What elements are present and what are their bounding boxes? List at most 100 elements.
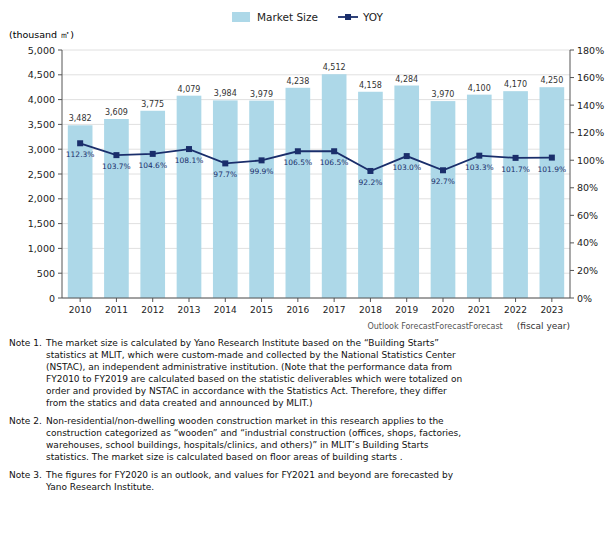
marker [186, 146, 192, 152]
x-tick-label: 2014 [214, 305, 237, 315]
x-tick [80, 298, 81, 302]
bar [249, 101, 274, 298]
x-tick [406, 298, 407, 302]
data-labels: 3,4823,6093,7754,0793,9843,9794,2384,512… [66, 63, 566, 187]
y2-tick [570, 270, 574, 271]
line-label: 104.6% [138, 161, 167, 170]
bar [503, 91, 528, 298]
grid-line [62, 174, 570, 175]
note-text: Non-residential/non-dwelling wooden cons… [46, 416, 461, 462]
y2-tick [570, 298, 574, 299]
marker [113, 152, 119, 158]
note-label: Note 2. [9, 416, 42, 426]
y-tick [58, 124, 62, 125]
grid [62, 50, 570, 298]
y2-tick-label: 100% [577, 155, 604, 166]
y-tick [58, 248, 62, 249]
x-tick [334, 298, 335, 302]
y-tick-label: 2,500 [28, 169, 55, 180]
y-tick [58, 174, 62, 175]
y-tick-label: 4,000 [28, 94, 55, 105]
bar [322, 74, 347, 298]
y2-tick-label: 20% [577, 265, 598, 276]
line-label: 112.3% [66, 150, 95, 159]
line-label: 101.7% [501, 165, 530, 174]
grid-line [62, 124, 570, 125]
x-tick-label: 2012 [141, 305, 164, 315]
y2-tick [570, 215, 574, 216]
grid-line [62, 99, 570, 100]
note-line: statistics at MLIT, which were custom-ma… [46, 350, 456, 360]
background [0, 0, 615, 547]
bar [540, 87, 565, 298]
marker [513, 155, 519, 161]
note-line: (NSTAC), an independent administrative i… [46, 362, 452, 372]
grid-line [62, 248, 570, 249]
marker [440, 167, 446, 173]
legend-item: YOY [338, 11, 384, 23]
bar-label: 4,238 [286, 77, 309, 86]
note-line: FY2010 to FY2019 are calculated based on… [46, 374, 462, 384]
y2-tick-label: 80% [577, 182, 598, 193]
y2-tick [570, 132, 574, 133]
grid-line [62, 223, 570, 224]
x-tick [116, 298, 117, 302]
line-label: 97.7% [213, 170, 237, 179]
x-tick [297, 298, 298, 302]
marker [222, 160, 228, 166]
x-tick [261, 298, 262, 302]
grid-line [62, 298, 570, 299]
bar [104, 119, 129, 298]
bar-label: 4,250 [540, 76, 563, 85]
y2-tick-label: 0% [577, 293, 592, 304]
y-tick [58, 298, 62, 299]
x-tick-label: 2016 [286, 305, 309, 315]
x-tick [370, 298, 371, 302]
marker [476, 153, 482, 159]
marker [259, 157, 265, 163]
bar-label: 4,079 [178, 85, 201, 94]
marker [295, 148, 301, 154]
line-label: 108.1% [175, 156, 204, 165]
notes: Note 1.The market size is calculated by … [9, 338, 462, 492]
x-tick-label: 2011 [105, 305, 128, 315]
bar-label: 3,482 [69, 114, 92, 123]
annotation: Outlook ForecastForecastForecast [367, 322, 502, 331]
bar-label: 3,979 [250, 90, 273, 99]
grid-line [62, 50, 570, 51]
bar [467, 95, 492, 298]
line-label: 103.7% [102, 162, 131, 171]
x-tick-label: 2013 [178, 305, 201, 315]
x-tick-label: 2018 [359, 305, 382, 315]
grid-line [62, 198, 570, 199]
y2-axis-line [570, 50, 571, 298]
chart: 3,4823,6093,7754,0793,9843,9794,2384,512… [0, 0, 615, 547]
x-tick-label: 2023 [540, 305, 563, 315]
bar [431, 101, 456, 298]
line-label: 92.2% [359, 178, 383, 187]
y2-tick-label: 140% [577, 100, 604, 111]
x-tick [152, 298, 153, 302]
y-tick-label: 3,000 [28, 144, 55, 155]
marker [367, 168, 373, 174]
marker [549, 155, 555, 161]
y-tick-label: 5,000 [28, 45, 55, 56]
y-tick-label: 4,500 [28, 69, 55, 80]
bar-label: 4,158 [359, 81, 382, 90]
y-tick-label: 1,000 [28, 243, 55, 254]
axes: 05001,0001,5002,0002,5003,0003,5004,0004… [28, 45, 604, 316]
y2-tick [570, 160, 574, 161]
x-tick-label: 2021 [468, 305, 491, 315]
y2-tick-label: 40% [577, 237, 598, 248]
x-tick-label: 2010 [69, 305, 92, 315]
line-label: 106.5% [320, 158, 349, 167]
y-tick-label: 0 [49, 293, 55, 304]
y-tick [58, 273, 62, 274]
x-tick [479, 298, 480, 302]
grid-line [62, 149, 570, 150]
bar [358, 92, 383, 298]
legend-label: YOY [362, 11, 384, 23]
y-axis-label: (thousand ㎡) [9, 29, 74, 40]
x-tick-label: 2020 [432, 305, 455, 315]
bar-label: 4,512 [323, 63, 346, 72]
